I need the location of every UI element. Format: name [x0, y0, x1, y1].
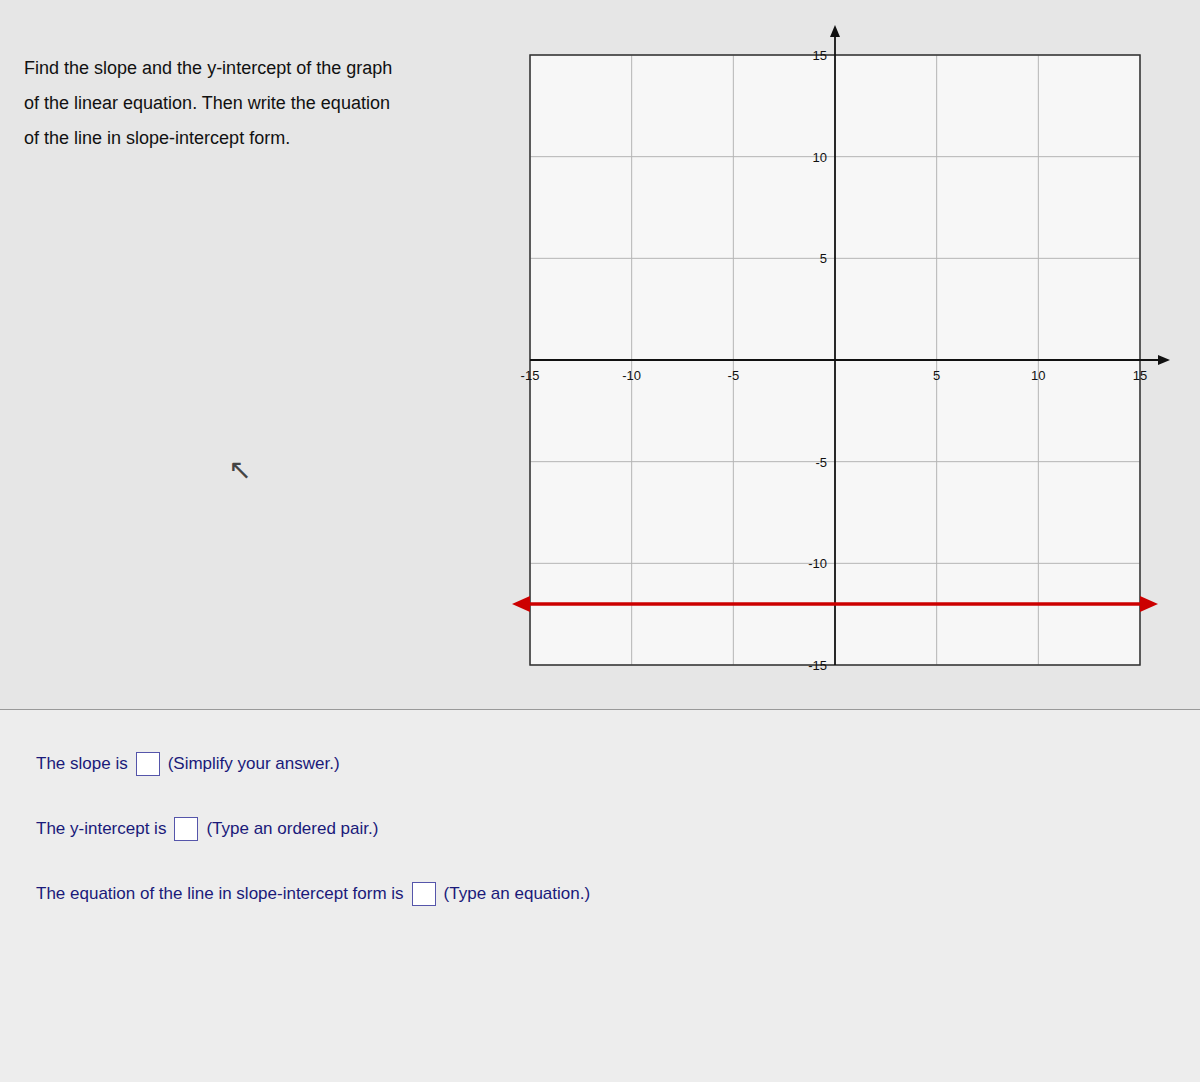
- answer-row: The equation of the line in slope-interc…: [36, 882, 590, 906]
- answer-hint: (Simplify your answer.): [168, 754, 340, 774]
- y-tick-label: 15: [813, 48, 827, 63]
- answer-row: The slope is (Simplify your answer.): [36, 752, 340, 776]
- x-axis-arrow: [1158, 355, 1170, 365]
- x-tick-label: -5: [728, 368, 740, 383]
- x-tick-label: 15: [1133, 368, 1147, 383]
- cursor-glyph: ↖: [228, 453, 251, 486]
- answer-row: The y-intercept is (Type an ordered pair.…: [36, 817, 378, 841]
- x-tick-label: -10: [622, 368, 641, 383]
- title: of the linear equation. Then write the e…: [24, 93, 390, 113]
- title: of the line in slope-intercept form.: [24, 128, 290, 148]
- y-axis-arrow: [830, 25, 840, 37]
- answer-section: The slope is (Simplify your answer.) The y…: [0, 709, 1200, 1082]
- y-tick-label: -15: [808, 658, 827, 673]
- answer-label: The y-intercept is: [36, 819, 166, 839]
- answer-box: [412, 882, 436, 906]
- y-tick-label: 10: [813, 150, 827, 165]
- answer-hint: (Type an ordered pair.): [206, 819, 378, 839]
- answer-box: [136, 752, 160, 776]
- line-arrowhead: [512, 596, 530, 612]
- title: Find the slope and the y-intercept of th…: [24, 58, 392, 78]
- answer-label: The equation of the line in slope-interc…: [36, 884, 404, 904]
- x-tick-label: -15: [521, 368, 540, 383]
- x-axis: [530, 359, 1162, 361]
- data-line: [530, 602, 1140, 606]
- y-tick-label: 5: [820, 251, 827, 266]
- answer-label: The slope is: [36, 754, 128, 774]
- line-arrowhead: [1140, 596, 1158, 612]
- answer-box: [174, 817, 198, 841]
- y-tick-label: -5: [815, 455, 827, 470]
- y-axis: [834, 33, 836, 665]
- x-tick-label: 5: [933, 368, 940, 383]
- x-tick-label: 10: [1031, 368, 1045, 383]
- answer-hint: (Type an equation.): [444, 884, 590, 904]
- data-group: [530, 604, 1140, 605]
- y-tick-label: -10: [808, 556, 827, 571]
